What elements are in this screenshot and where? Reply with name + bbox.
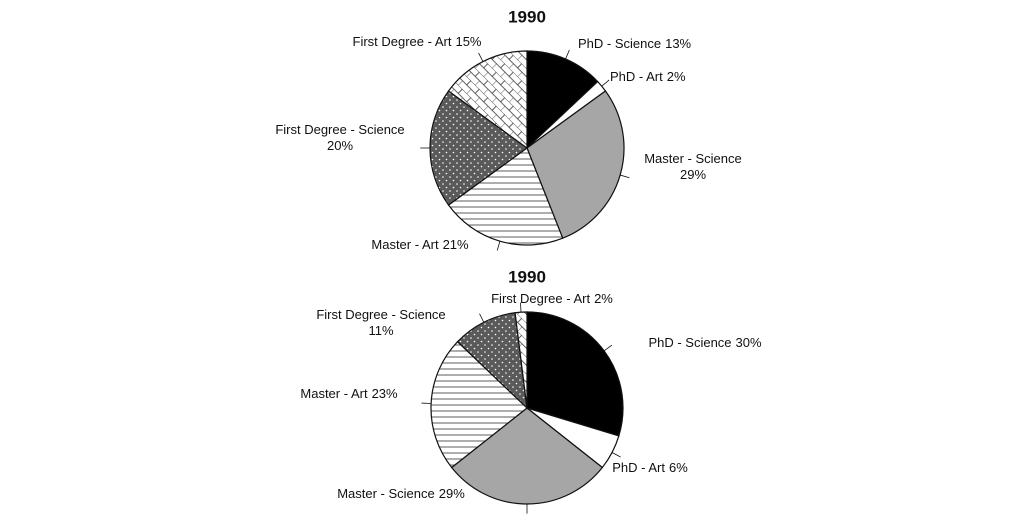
slice-category: First Degree - Art	[353, 34, 452, 49]
slice-value-label: 30%	[736, 335, 762, 350]
slice-label: First Degree - Art 2%	[491, 291, 613, 306]
slice-category: PhD - Science	[578, 36, 661, 51]
slice-label: First Degree - Art 15%	[353, 34, 482, 49]
leader-line	[601, 79, 610, 87]
slice-category: First Degree - Science	[275, 122, 404, 137]
slice-label: First Degree - Science 11%	[316, 307, 445, 338]
slice-value-label: 21%	[443, 237, 469, 252]
slice-category: Master - Art	[300, 386, 368, 401]
slice-category: PhD - Art	[612, 460, 665, 475]
leader-line	[478, 52, 484, 62]
leader-line	[520, 302, 522, 313]
pie-slice	[456, 312, 528, 410]
leader-line	[603, 344, 613, 352]
slice-label: PhD - Science 30%	[648, 335, 762, 350]
slice-label: PhD - Art 6%	[612, 460, 688, 475]
slice-value-label: 6%	[669, 460, 688, 475]
slice-category: PhD - Science	[648, 335, 731, 350]
pie-slice	[429, 90, 529, 206]
slice-value-label: 29%	[439, 486, 465, 501]
leader-line	[565, 49, 570, 60]
slice-value-label: 2%	[594, 291, 613, 306]
slice-label: First Degree - Science 20%	[275, 122, 404, 153]
slice-category: Master - Science	[337, 486, 435, 501]
slice-category: First Degree - Science	[316, 307, 445, 322]
pie-slice	[526, 90, 625, 239]
slice-label: Master - Art 21%	[371, 237, 469, 252]
slice-category: Master - Art	[371, 237, 439, 252]
slice-label: PhD - Art 2%	[610, 69, 686, 84]
slice-value-label: 11%	[368, 323, 393, 338]
leader-line	[479, 313, 485, 323]
pie-slice	[447, 147, 564, 246]
leader-line	[496, 241, 501, 251]
slice-value-label: 2%	[667, 69, 686, 84]
slice-label: PhD - Science 13%	[578, 36, 692, 51]
pie-slice	[526, 311, 624, 437]
slice-value-label: 29%	[680, 167, 706, 182]
slice-value-label: 15%	[455, 34, 481, 49]
slice-category: Master - Science	[644, 151, 742, 166]
pie-slice	[430, 340, 528, 469]
slice-value-label: 20%	[327, 138, 353, 153]
chart-title: 1990	[508, 7, 546, 26]
slice-label: Master - Science 29%	[337, 486, 465, 501]
leader-line	[611, 452, 621, 458]
slice-category: First Degree - Art	[491, 291, 590, 306]
chart-title: 1990	[508, 267, 546, 286]
slice-value-label: 13%	[665, 36, 691, 51]
slice-category: PhD - Art	[610, 69, 663, 84]
slice-label: Master - Art 23%	[300, 386, 398, 401]
slice-label: Master - Science 29%	[644, 151, 742, 182]
slice-value-label: 23%	[372, 386, 398, 401]
leader-line	[620, 174, 630, 179]
